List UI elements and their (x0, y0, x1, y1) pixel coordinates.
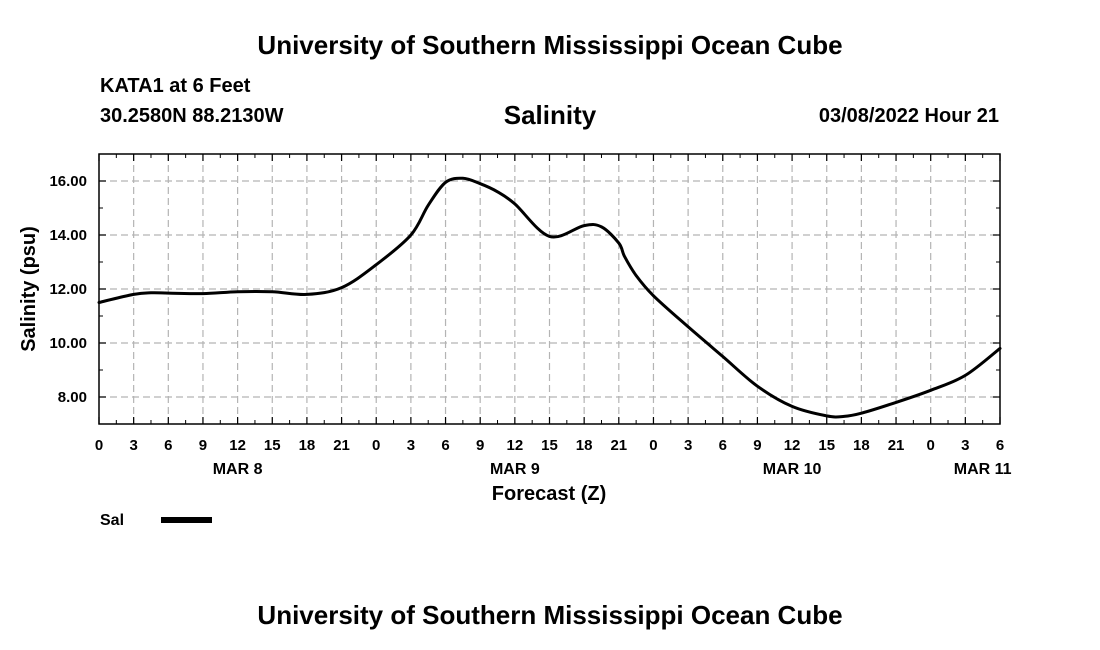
x-tick-label: 15 (541, 437, 558, 454)
x-tick-label: 0 (372, 437, 380, 454)
x-day-label: MAR 8 (213, 461, 263, 478)
y-tick-label: 16.00 (49, 173, 87, 190)
legend-label: Sal (100, 512, 124, 529)
y-axis-label: Salinity (psu) (18, 226, 40, 352)
x-day-label: MAR 10 (763, 461, 822, 478)
legend: Sal (100, 512, 212, 529)
grid-lines (99, 154, 1000, 424)
x-tick-label: 6 (719, 437, 727, 454)
x-tick-label: 18 (853, 437, 870, 454)
plot-frame (98, 153, 1001, 425)
x-axis-label: Forecast (Z) (492, 483, 606, 505)
x-tick-label: 6 (441, 437, 449, 454)
y-tick-label: 14.00 (49, 227, 87, 244)
chart-title: University of Southern Mississippi Ocean… (257, 30, 843, 60)
x-tick-label: 15 (264, 437, 281, 454)
x-tick-label: 9 (476, 437, 484, 454)
forecast-datetime: 03/08/2022 Hour 21 (818, 105, 999, 127)
y-tick-label: 10.00 (49, 335, 87, 352)
x-tick-label: 0 (649, 437, 657, 454)
x-axis-ticks: 0 3 6 9 12 15 18 21 0 3 6 9 12 15 18 21 0 3 6 9 12 15 18 21 0 3 6 M… (95, 154, 1012, 478)
station-coordinates: 30.2580N 88.2130W (100, 105, 284, 127)
x-tick-label: 0 (927, 437, 935, 454)
x-tick-label: 3 (129, 437, 137, 454)
footer-title: University of Southern Mississippi Ocean… (257, 600, 843, 630)
x-day-label: MAR 9 (490, 461, 540, 478)
x-tick-label: 3 (407, 437, 415, 454)
x-tick-label: 12 (507, 437, 524, 454)
x-tick-label: 6 (996, 437, 1004, 454)
x-tick-label: 9 (199, 437, 207, 454)
x-tick-label: 6 (164, 437, 172, 454)
x-tick-label: 21 (333, 437, 350, 454)
x-tick-label: 21 (888, 437, 905, 454)
x-day-label: MAR 11 (954, 461, 1012, 478)
x-tick-label: 15 (818, 437, 835, 454)
variable-title: Salinity (503, 100, 597, 130)
x-tick-label: 3 (684, 437, 692, 454)
x-tick-label: 9 (753, 437, 761, 454)
x-tick-label: 21 (610, 437, 627, 454)
x-tick-label: 18 (576, 437, 593, 454)
y-tick-label: 8.00 (58, 389, 87, 406)
salinity-series-line (97, 176, 1002, 419)
x-tick-label: 18 (299, 437, 316, 454)
x-tick-label: 3 (961, 437, 969, 454)
x-tick-label: 0 (95, 437, 103, 454)
x-tick-label: 12 (784, 437, 801, 454)
y-axis-ticks: 8.00 10.00 12.00 14.00 16.00 (49, 153, 1000, 425)
x-tick-label: 12 (229, 437, 246, 454)
station-name: KATA1 at 6 Feet (100, 75, 251, 97)
y-tick-label: 12.00 (49, 281, 87, 298)
